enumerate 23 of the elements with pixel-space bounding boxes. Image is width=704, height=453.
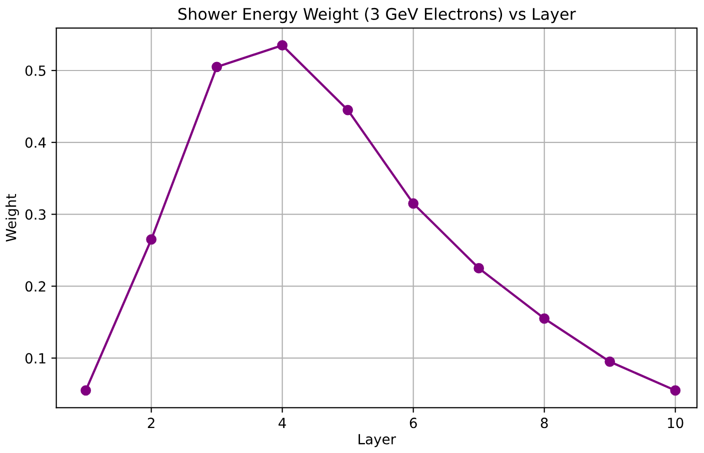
point: [408, 198, 419, 209]
y-tick-label: 0.5: [25, 65, 46, 76]
y-tick-label: 0.3: [25, 209, 46, 220]
y-tick-label: 0.4: [25, 137, 46, 148]
y-tick-label: 0.1: [25, 353, 46, 364]
x-axis-title: Layer: [358, 434, 396, 448]
point: [474, 263, 484, 274]
y-axis-title: Weight: [6, 194, 19, 242]
point: [342, 104, 354, 116]
point: [670, 385, 681, 396]
x-tick-label: 4: [278, 418, 286, 428]
x-tick-label: 2: [148, 418, 154, 428]
x-tick-label: 10: [668, 418, 684, 428]
point: [277, 40, 288, 51]
y-tick-label: 0.2: [25, 281, 46, 292]
point: [212, 62, 222, 72]
point: [604, 356, 616, 367]
chart-title: Shower Energy Weight (3 GeV Electrons) vs Layer: [178, 8, 576, 24]
x-tick-label: 8: [540, 418, 548, 428]
x-tick-label: 6: [410, 418, 417, 428]
point: [80, 385, 92, 396]
point: [539, 313, 550, 324]
point: [146, 234, 157, 245]
